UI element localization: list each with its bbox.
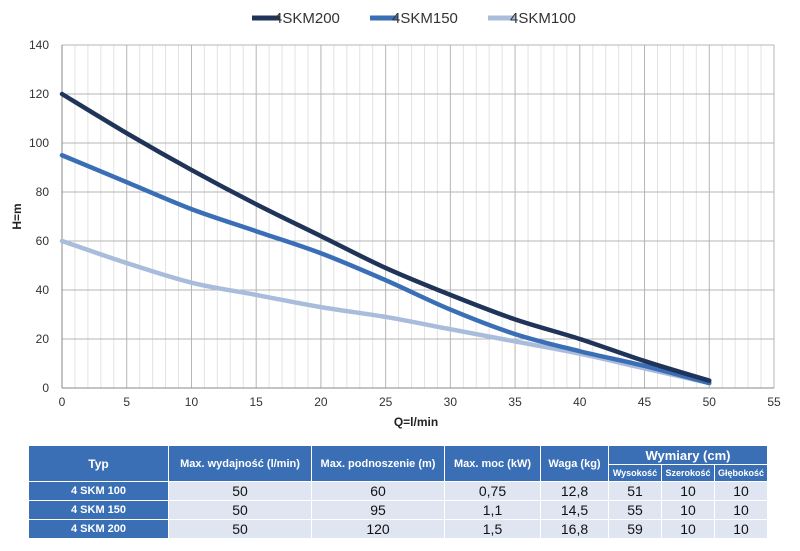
header-szerokosc: Szerokość — [661, 464, 715, 482]
header-wydajnosc: Max. wydajność (l/min) — [168, 445, 312, 482]
x-axis-title: Q=l/min — [394, 415, 438, 429]
chart-series — [59, 91, 712, 386]
table-row: 4 SKM 150 50 95 1,1 14,5 55 10 10 — [28, 500, 768, 520]
cell-glebokosc: 10 — [714, 519, 768, 539]
series-line-4skm150 — [59, 153, 712, 386]
cell-podnoszenie: 120 — [311, 519, 445, 539]
cell-waga: 12,8 — [540, 481, 609, 501]
header-wysokosc: Wysokość — [608, 464, 662, 482]
y-tick-label: 120 — [29, 87, 49, 101]
table-row: 4 SKM 100 50 60 0,75 12,8 51 10 10 — [28, 481, 768, 501]
cell-podnoszenie: 60 — [311, 481, 445, 501]
chart-axes: 0 5 10 15 20 25 30 35 40 45 50 55 0 20 40 60 80 100 120 140 — [29, 38, 781, 409]
header-typ: Typ — [28, 445, 169, 482]
cell-wydajnosc: 50 — [168, 481, 312, 501]
x-tick-label: 25 — [379, 395, 393, 409]
cell-wydajnosc: 50 — [168, 500, 312, 520]
y-tick-label: 0 — [42, 381, 49, 395]
cell-wydajnosc: 50 — [168, 519, 312, 539]
y-tick-label: 140 — [29, 38, 49, 52]
x-tick-label: 0 — [59, 395, 66, 409]
header-wymiary: Wymiary (cm) — [608, 445, 768, 465]
cell-glebokosc: 10 — [714, 500, 768, 520]
y-tick-label: 60 — [36, 234, 50, 248]
header-waga: Waga (kg) — [540, 445, 609, 482]
y-tick-label: 40 — [36, 283, 50, 297]
header-glebokosc: Głębokość — [714, 464, 768, 482]
x-tick-label: 15 — [250, 395, 264, 409]
cell-glebokosc: 10 — [714, 481, 768, 501]
x-tick-label: 45 — [638, 395, 652, 409]
cell-podnoszenie: 95 — [311, 500, 445, 520]
cell-moc: 0,75 — [444, 481, 541, 501]
x-tick-label: 50 — [703, 395, 717, 409]
y-tick-label: 100 — [29, 136, 49, 150]
row-typ: 4 SKM 150 — [28, 500, 169, 520]
x-tick-label: 35 — [508, 395, 522, 409]
series-line-4skm200 — [59, 91, 712, 383]
cell-wysokosc: 55 — [608, 500, 662, 520]
legend-label-4skm150: 4SKM150 — [392, 10, 458, 27]
cell-szerokosc: 10 — [661, 519, 715, 539]
legend-label-4skm200: 4SKM200 — [274, 10, 340, 27]
y-tick-label: 20 — [36, 332, 50, 346]
x-tick-label: 20 — [314, 395, 328, 409]
header-moc: Max. moc (kW) — [444, 445, 541, 482]
row-typ: 4 SKM 200 — [28, 519, 169, 539]
x-tick-label: 10 — [185, 395, 199, 409]
cell-wysokosc: 59 — [608, 519, 662, 539]
cell-szerokosc: 10 — [661, 500, 715, 520]
x-tick-label: 55 — [767, 395, 781, 409]
row-typ: 4 SKM 100 — [28, 481, 169, 501]
x-tick-label: 30 — [444, 395, 458, 409]
legend-label-4skm100: 4SKM100 — [510, 10, 576, 27]
y-tick-label: 80 — [36, 185, 50, 199]
cell-waga: 16,8 — [540, 519, 609, 539]
cell-szerokosc: 10 — [661, 481, 715, 501]
header-podnoszenie: Max. podnoszenie (m) — [311, 445, 445, 482]
chart-legend: 4SKM200 4SKM150 4SKM100 — [252, 10, 576, 27]
x-tick-label: 40 — [573, 395, 587, 409]
cell-moc: 1,1 — [444, 500, 541, 520]
cell-moc: 1,5 — [444, 519, 541, 539]
cell-wysokosc: 51 — [608, 481, 662, 501]
table-row: 4 SKM 200 50 120 1,5 16,8 59 10 10 — [28, 519, 768, 539]
y-axis-title: H=m — [10, 203, 24, 229]
chart-grid — [61, 44, 775, 389]
pump-performance-chart: 4SKM200 4SKM150 4SKM100 0 5 10 15 20 25 30 35 40 45… — [10, 10, 781, 429]
cell-waga: 14,5 — [540, 500, 609, 520]
x-tick-label: 5 — [123, 395, 130, 409]
pump-spec-table: Typ Max. wydajność (l/min) Max. podnosze… — [28, 445, 768, 539]
